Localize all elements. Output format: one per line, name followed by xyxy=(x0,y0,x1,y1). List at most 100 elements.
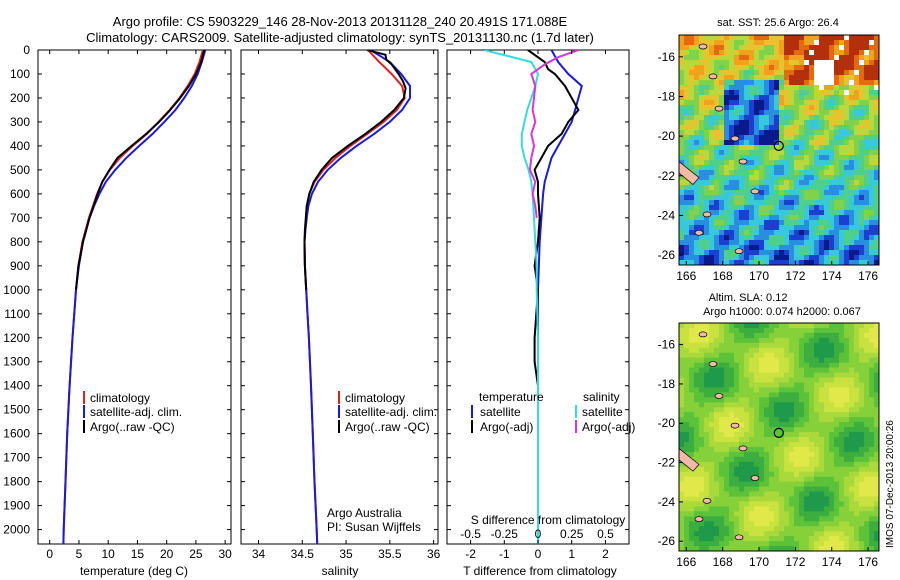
map-cell xyxy=(799,491,805,497)
map-cell xyxy=(844,437,850,443)
map-cell xyxy=(819,165,825,171)
map-cell xyxy=(699,486,705,492)
map-cell xyxy=(864,215,870,221)
map-cell xyxy=(814,486,820,492)
map-cell xyxy=(734,437,740,443)
map-cell xyxy=(704,417,710,423)
map-cell xyxy=(864,35,870,41)
map-cell xyxy=(754,70,760,76)
map-cell xyxy=(764,397,770,403)
map-cell xyxy=(699,357,705,364)
map-cell xyxy=(869,496,875,502)
map-cell xyxy=(774,323,780,329)
map-cell xyxy=(719,372,725,378)
island-shape xyxy=(714,393,724,399)
map-cell xyxy=(784,185,790,191)
map-cell xyxy=(784,471,790,478)
map-cell xyxy=(764,70,770,76)
map-cell xyxy=(714,80,720,86)
map-cell xyxy=(804,496,810,502)
map-cell xyxy=(854,446,860,453)
map-cell xyxy=(844,150,850,156)
map-cell xyxy=(859,392,865,398)
map-cell xyxy=(709,235,715,241)
map-cell xyxy=(704,367,710,373)
map-cell xyxy=(724,456,730,463)
map-cell xyxy=(769,506,775,512)
map-cell xyxy=(784,536,790,542)
map-cell xyxy=(789,496,795,502)
map-cell xyxy=(834,125,840,131)
temperature-x-tick-label: 10 xyxy=(102,547,116,561)
map-cell xyxy=(749,100,755,106)
map-cell xyxy=(719,481,725,487)
map-cell xyxy=(714,160,720,166)
map-cell xyxy=(679,417,685,423)
map-cell xyxy=(859,225,865,231)
map-cell xyxy=(719,240,725,246)
map-cell xyxy=(689,125,695,131)
map-cell xyxy=(704,70,710,76)
temperature-x-tick-label: 30 xyxy=(218,547,232,561)
map-cell xyxy=(859,50,865,56)
map-cell xyxy=(799,367,805,373)
map-cell xyxy=(824,417,830,423)
map-cell xyxy=(799,210,805,216)
map-cell xyxy=(779,501,785,507)
map-cell xyxy=(694,40,700,46)
map-cell xyxy=(839,75,845,81)
map-cell xyxy=(829,45,835,51)
map-cell xyxy=(804,412,810,418)
map-cell xyxy=(839,367,845,373)
map-cell xyxy=(794,165,800,171)
salinity-satellite-line xyxy=(303,50,411,544)
map-cell xyxy=(769,531,775,537)
map-cell xyxy=(794,536,800,542)
map-cell xyxy=(849,471,855,478)
map-cell xyxy=(874,347,879,354)
map-cell xyxy=(749,200,755,206)
map-cell xyxy=(864,432,870,438)
map-cell xyxy=(874,230,879,236)
map-cell xyxy=(774,367,780,373)
map-cell xyxy=(789,546,795,551)
map-cell xyxy=(874,541,879,547)
map-cell xyxy=(749,387,755,393)
map-cell xyxy=(689,240,695,246)
map-cell xyxy=(819,496,825,502)
map-cell xyxy=(689,546,695,551)
map-cell xyxy=(814,516,820,522)
map-cell xyxy=(834,332,840,339)
map-cell xyxy=(764,422,770,428)
map-cell xyxy=(854,377,860,383)
map-cell xyxy=(864,323,870,329)
map-cell xyxy=(849,100,855,106)
map-cell xyxy=(749,357,755,364)
map-cell xyxy=(709,506,715,512)
map-cell xyxy=(734,210,740,216)
map-cell xyxy=(724,377,730,383)
map-cell xyxy=(819,372,825,378)
map-cell xyxy=(859,105,865,111)
map-cell xyxy=(804,250,810,256)
map-cell xyxy=(864,90,870,96)
map-cell xyxy=(854,531,860,537)
map-cell xyxy=(769,501,775,507)
map-cell xyxy=(744,240,750,246)
map-cell xyxy=(714,225,720,231)
map-cell xyxy=(679,501,685,507)
map-cell xyxy=(809,260,815,265)
map-cell xyxy=(824,170,830,176)
map-cell xyxy=(864,442,870,448)
map-cell xyxy=(719,432,725,438)
map-cell xyxy=(839,110,845,116)
map-cell xyxy=(809,461,815,468)
map-cell xyxy=(764,342,770,349)
map-cell xyxy=(759,125,765,131)
map-cell xyxy=(759,255,765,261)
map-cell xyxy=(734,461,740,468)
map-cell xyxy=(749,328,755,334)
map-cell xyxy=(679,75,685,81)
map-cell xyxy=(804,185,810,191)
map-cell xyxy=(724,476,730,483)
